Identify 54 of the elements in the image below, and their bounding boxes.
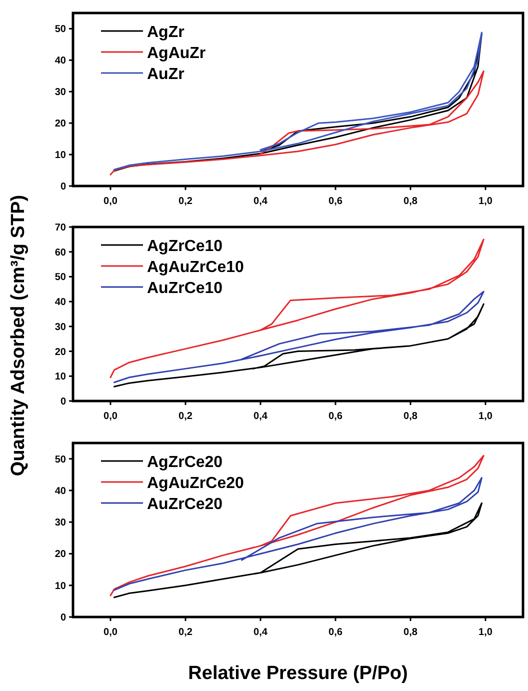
legend-label: AgAuZr <box>147 45 206 62</box>
y-tick-label: 50 <box>54 454 66 466</box>
y-tick-label: 20 <box>54 549 66 560</box>
legend-label: AgZrCe10 <box>147 238 223 255</box>
y-axis-title: Quantity Adsorbed (cm³/g STP) <box>8 194 29 476</box>
x-tick-label: 0,6 <box>328 411 343 422</box>
y-tick-label: 10 <box>54 580 66 592</box>
legend-label: AuZrCe10 <box>147 280 223 297</box>
x-tick-label: 1,0 <box>478 627 493 638</box>
x-tick-label: 0,8 <box>404 411 418 422</box>
y-tick-label: 10 <box>54 372 66 383</box>
y-tick-label: 40 <box>54 56 66 67</box>
line-series <box>114 303 484 388</box>
y-tick-label: 40 <box>54 297 66 308</box>
legend-label: AgZr <box>147 24 184 41</box>
y-tick-label: 20 <box>54 346 66 358</box>
x-tick-label: 0,8 <box>404 196 418 207</box>
x-tick-label: 0,8 <box>404 627 418 638</box>
y-tick-label: 50 <box>54 272 66 284</box>
y-tick-label: 0 <box>60 612 66 624</box>
x-tick-label: 0,0 <box>104 196 118 207</box>
x-tick-label: 0,2 <box>178 196 193 207</box>
y-tick-label: 40 <box>54 486 66 497</box>
legend-label: AuZr <box>147 66 184 83</box>
x-tick-label: 0,2 <box>178 411 193 422</box>
y-tick-label: 30 <box>54 518 66 529</box>
legend-label: AgZrCe20 <box>147 454 223 471</box>
x-tick-label: 0,4 <box>254 411 268 422</box>
x-tick-label: 0,6 <box>328 196 343 207</box>
line-series <box>114 477 482 591</box>
x-tick-label: 0,6 <box>328 627 343 638</box>
legend-label: AuZrCe20 <box>147 496 223 513</box>
y-tick-label: 60 <box>54 247 66 258</box>
line-series <box>110 238 484 378</box>
y-tick-label: 30 <box>54 322 66 333</box>
legend-label: AgAuZrCe10 <box>147 259 244 276</box>
line-series <box>110 70 484 176</box>
y-tick-label: 0 <box>60 182 66 192</box>
x-tick-label: 0,0 <box>104 411 118 422</box>
x-tick-label: 1,0 <box>478 411 493 422</box>
y-tick-label: 30 <box>54 87 66 98</box>
line-series <box>110 454 484 596</box>
x-tick-label: 0,4 <box>254 627 268 638</box>
y-tick-label: 10 <box>54 150 66 162</box>
x-tick-label: 0,4 <box>254 196 268 207</box>
x-tick-label: 1,0 <box>478 196 493 207</box>
x-tick-label: 0,0 <box>104 627 118 638</box>
y-tick-label: 0 <box>60 396 66 408</box>
x-tick-label: 0,2 <box>178 627 193 638</box>
y-tick-label: 20 <box>54 118 66 130</box>
x-axis-title: Relative Pressure (P/Po) <box>188 663 408 684</box>
y-tick-label: 70 <box>54 222 66 234</box>
legend-label: AgAuZrCe20 <box>147 475 244 492</box>
y-tick-label: 50 <box>54 24 66 36</box>
